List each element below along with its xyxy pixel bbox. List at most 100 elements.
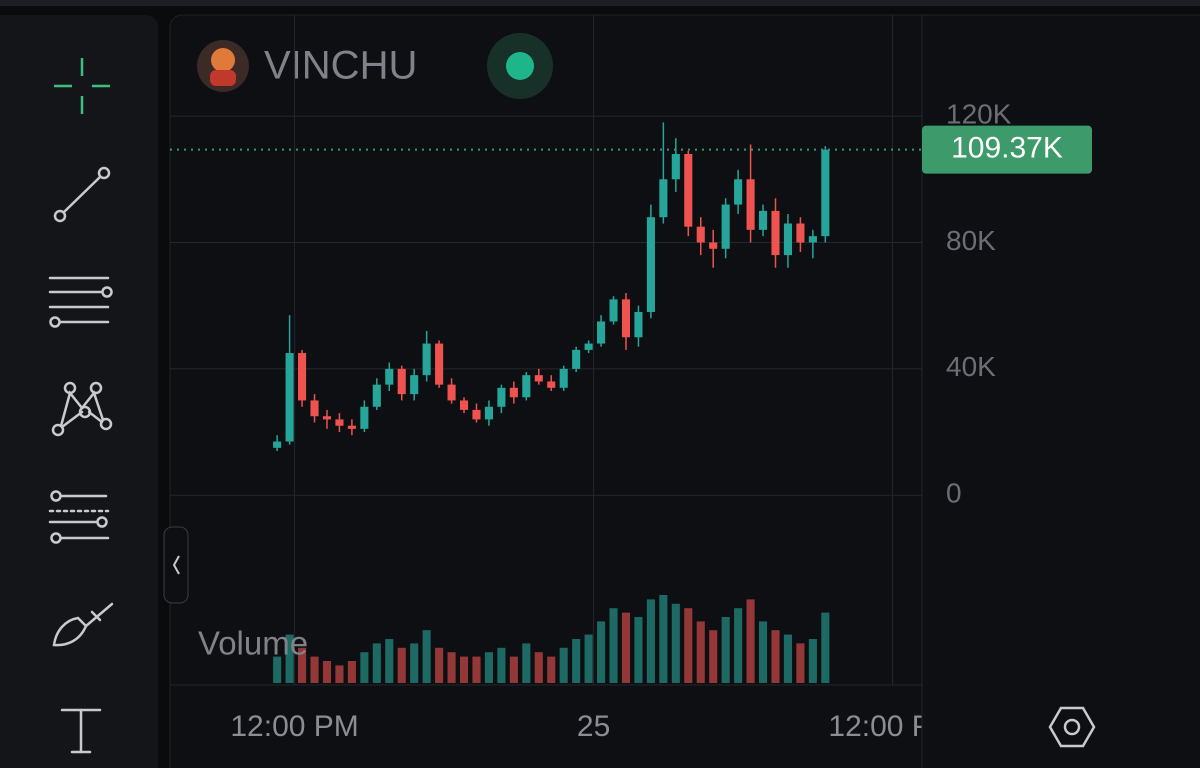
candle-body (360, 406, 369, 429)
volume-bar (584, 634, 593, 683)
plot: 12:00 PM 25 12:00 PM (170, 15, 956, 743)
candle-body (509, 387, 518, 398)
candle-body (547, 381, 556, 388)
last-price-label: 109.37K (951, 132, 1063, 165)
volume-bar (522, 643, 531, 683)
parallel-lines-tool[interactable] (48, 276, 113, 328)
volume-bar (459, 656, 469, 683)
status-dot[interactable] (506, 52, 534, 80)
candle-body (534, 375, 543, 382)
fib-tool[interactable] (48, 490, 110, 544)
candle-body (410, 375, 419, 395)
candle-body (385, 368, 394, 385)
collapse-toolbar[interactable] (163, 526, 189, 604)
settings-button[interactable] (1048, 706, 1096, 748)
crosshair-tool[interactable] (54, 58, 110, 114)
candle-body (696, 226, 705, 243)
candle-body (808, 236, 817, 243)
candle-body (684, 154, 693, 227)
volume-bar (709, 630, 718, 683)
volume-bar (559, 647, 568, 683)
volume-bar (621, 612, 631, 683)
candle-body (771, 210, 780, 256)
volume-bar (696, 621, 705, 683)
volume-bar (435, 647, 444, 683)
volume-bar (273, 656, 282, 683)
candle-body (497, 387, 506, 407)
volume-bar (385, 639, 394, 683)
candle-body (397, 368, 406, 395)
brush-tool[interactable] (52, 602, 114, 647)
volume-bar (609, 608, 618, 683)
candle-body (821, 149, 830, 237)
candle-body (783, 223, 793, 256)
volume-bar (734, 608, 743, 683)
y-tick-label: 80K (946, 225, 996, 256)
candle-body (459, 400, 469, 410)
candle-body (322, 416, 332, 420)
volume-bar (509, 656, 518, 683)
chart-panel (169, 14, 1200, 768)
volume-bar (758, 621, 768, 683)
text-tool[interactable] (60, 708, 102, 754)
candle-body (273, 441, 282, 448)
volume-bar (285, 634, 294, 683)
candle-body (659, 179, 668, 218)
volume-bar (447, 652, 456, 683)
volume-bar (808, 639, 817, 683)
x-tick-label: 25 (577, 710, 610, 743)
toolbar (0, 15, 158, 768)
candle-body (347, 425, 356, 429)
candle-body (310, 400, 319, 417)
candle-body (709, 242, 718, 249)
volume-bar (659, 595, 668, 683)
volume-bar (597, 621, 606, 683)
candle-body (285, 353, 294, 442)
volume-bar (310, 656, 319, 683)
trendline-tool[interactable] (53, 166, 111, 223)
candle-body (335, 419, 344, 426)
x-tick-label: 12:00 PM (230, 710, 358, 743)
candle-body (621, 299, 631, 338)
volume-bar (634, 617, 643, 683)
y-tick-label: 0 (946, 478, 962, 509)
candle-body (572, 349, 581, 369)
y-tick-label: 120K (946, 98, 1012, 129)
pattern-tool[interactable] (51, 381, 113, 437)
candle-body (758, 210, 768, 230)
candle-body (646, 217, 655, 312)
volume-bar (684, 608, 693, 683)
top-bar (0, 0, 1200, 6)
candle-body (634, 311, 643, 338)
volume-bar (796, 643, 805, 683)
candle-body (721, 204, 730, 249)
x-tick-label: 12:00 PM (828, 710, 956, 743)
candle-body (671, 154, 680, 180)
volume-bar (783, 634, 793, 683)
volume-bar (821, 612, 830, 683)
candle-body (584, 343, 593, 350)
candle-body (372, 384, 381, 407)
candle-body (447, 384, 456, 401)
candle-body (609, 299, 618, 322)
volume-bar (347, 661, 356, 683)
volume-bar (322, 661, 332, 683)
candle-body (796, 223, 805, 243)
volume-bar (422, 630, 431, 683)
candle-body (559, 368, 568, 388)
volume-bar (534, 652, 543, 683)
volume-bar (372, 643, 381, 683)
volume-bar (472, 656, 481, 683)
volume-bar (771, 630, 780, 683)
candle-body (746, 179, 755, 230)
volume-bar (484, 652, 493, 683)
volume-bar (335, 665, 344, 683)
candle-body (484, 406, 493, 420)
candle-body (422, 343, 431, 376)
candle-body (734, 179, 743, 205)
last-price-badge (922, 125, 1092, 174)
candle-body (522, 375, 531, 398)
candle-body (298, 353, 307, 401)
